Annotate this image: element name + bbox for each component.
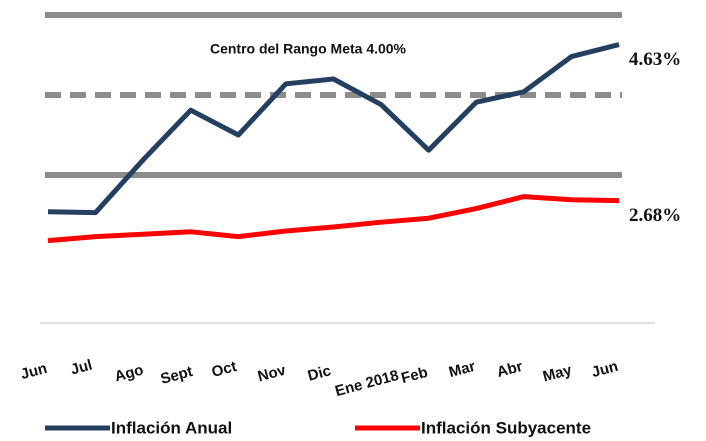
x-tick-label: Sept: [159, 363, 195, 388]
series-line: [47, 42, 620, 216]
x-tick-label: Ago: [113, 362, 146, 386]
x-tick-label: Nov: [256, 361, 288, 385]
x-tick-label: Ene 2018: [333, 367, 400, 400]
annotation: Centro del Rango Meta 4.00%: [210, 41, 407, 57]
x-tick-label: Jun: [590, 358, 620, 381]
x-tick-label: Jul: [69, 356, 94, 378]
x-tick-label: Mar: [447, 358, 477, 381]
x-tick-label: Jun: [19, 360, 49, 383]
x-tick-label: Abr: [495, 358, 525, 381]
x-tick-label: Oct: [210, 358, 239, 381]
series-line: [47, 194, 620, 244]
x-tick-label: May: [541, 361, 574, 385]
x-tick-label: Dic: [306, 362, 333, 384]
legend-label: Inflación Subyacente: [421, 418, 591, 437]
data-label: 4.63%: [629, 49, 681, 70]
legend-label: Inflación Anual: [111, 418, 232, 437]
x-tick-label: Feb: [399, 364, 429, 387]
data-label: 2.68%: [629, 205, 681, 226]
